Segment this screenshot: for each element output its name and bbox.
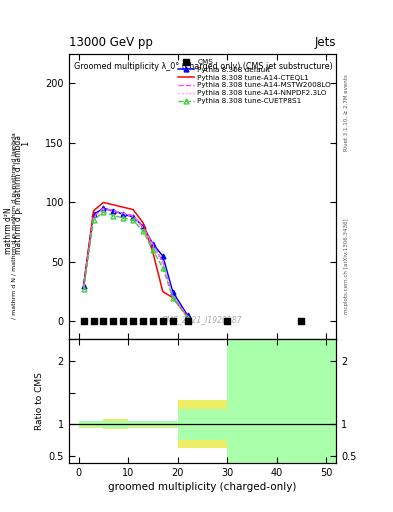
Pythia 8.308 tune-A14-MSTW2008LO (91, 214, 96, 220)
Pythia 8.308 tune-CUETP8S1 (141, 228, 145, 234)
Text: CMS_2021_I1920187: CMS_2021_I1920187 (162, 315, 242, 324)
Pythia 8.308 tune-A14-CTEQL1 (185, 313, 190, 319)
Pythia 8.308 default (170, 289, 175, 295)
Pythia 8.308 default (101, 205, 106, 211)
Pythia 8.308 tune-CUETP8S1 (81, 286, 86, 292)
Y-axis label: Ratio to CMS: Ratio to CMS (35, 372, 44, 430)
Pythia 8.308 tune-CUETP8S1 (185, 315, 190, 321)
Pythia 8.308 tune-A14-CTEQL1 (160, 289, 165, 295)
Pythia 8.308 tune-A14-MSTW2008LO (131, 212, 136, 219)
Pythia 8.308 default (121, 211, 126, 218)
Line: Pythia 8.308 tune-CUETP8S1: Pythia 8.308 tune-CUETP8S1 (81, 209, 190, 321)
Pythia 8.308 default (160, 253, 165, 259)
CMS (184, 317, 191, 326)
Pythia 8.308 tune-A14-MSTW2008LO (141, 224, 145, 230)
Pythia 8.308 tune-A14-NNPDF2.3LO (101, 206, 106, 212)
Pythia 8.308 tune-A14-NNPDF2.3LO (81, 286, 86, 292)
Pythia 8.308 tune-A14-CTEQL1 (141, 220, 145, 226)
Text: 13000 GeV pp: 13000 GeV pp (69, 36, 152, 49)
Pythia 8.308 tune-CUETP8S1 (160, 265, 165, 271)
Pythia 8.308 default (111, 208, 116, 214)
Pythia 8.308 tune-A14-NNPDF2.3LO (131, 214, 136, 220)
X-axis label: groomed multiplicity (charged-only): groomed multiplicity (charged-only) (108, 482, 297, 493)
CMS (81, 317, 87, 326)
CMS (90, 317, 97, 326)
CMS (160, 317, 166, 326)
Pythia 8.308 default (131, 214, 136, 220)
Pythia 8.308 tune-A14-NNPDF2.3LO (170, 293, 175, 300)
Pythia 8.308 tune-CUETP8S1 (101, 209, 106, 215)
Pythia 8.308 tune-A14-CTEQL1 (81, 283, 86, 289)
Pythia 8.308 tune-CUETP8S1 (151, 247, 155, 253)
CMS (224, 317, 230, 326)
Text: / mathrm d N / mathrm d pₜ mathrm d pₜ mathrm d lambda: / mathrm d N / mathrm d pₜ mathrm d pₜ m… (12, 132, 17, 318)
Pythia 8.308 tune-CUETP8S1 (170, 294, 175, 301)
Pythia 8.308 tune-CUETP8S1 (111, 212, 116, 219)
Pythia 8.308 tune-A14-MSTW2008LO (101, 205, 106, 211)
CMS (140, 317, 146, 326)
Text: mathrm d²N
mathrm d pₜ mathrm d lambda: mathrm d²N mathrm d pₜ mathrm d lambda (4, 135, 23, 254)
Pythia 8.308 tune-A14-NNPDF2.3LO (160, 261, 165, 267)
Line: Pythia 8.308 tune-A14-CTEQL1: Pythia 8.308 tune-A14-CTEQL1 (84, 202, 187, 316)
Pythia 8.308 tune-A14-MSTW2008LO (151, 241, 155, 247)
Pythia 8.308 default (141, 223, 145, 229)
Line: Pythia 8.308 default: Pythia 8.308 default (81, 206, 190, 318)
Pythia 8.308 tune-A14-MSTW2008LO (170, 292, 175, 298)
Pythia 8.308 tune-A14-MSTW2008LO (121, 210, 126, 216)
Pythia 8.308 tune-A14-CTEQL1 (111, 202, 116, 208)
Pythia 8.308 tune-A14-CTEQL1 (121, 204, 126, 210)
Pythia 8.308 default (151, 241, 155, 247)
CMS (150, 317, 156, 326)
Text: Groomed multiplicity λ_0° (charged only) (CMS jet substructure): Groomed multiplicity λ_0° (charged only)… (74, 62, 333, 71)
Line: Pythia 8.308 tune-A14-MSTW2008LO: Pythia 8.308 tune-A14-MSTW2008LO (84, 208, 187, 316)
Pythia 8.308 tune-A14-NNPDF2.3LO (185, 315, 190, 321)
Pythia 8.308 tune-CUETP8S1 (121, 215, 126, 221)
CMS (169, 317, 176, 326)
Pythia 8.308 default (185, 312, 190, 318)
Pythia 8.308 tune-CUETP8S1 (131, 217, 136, 223)
CMS (110, 317, 116, 326)
Text: Rivet 3.1.10, ≥ 2.7M events: Rivet 3.1.10, ≥ 2.7M events (344, 74, 349, 151)
Pythia 8.308 tune-A14-MSTW2008LO (111, 208, 116, 214)
Pythia 8.308 tune-A14-NNPDF2.3LO (151, 242, 155, 248)
Pythia 8.308 tune-A14-NNPDF2.3LO (141, 226, 145, 232)
Text: Jets: Jets (314, 36, 336, 49)
Pythia 8.308 tune-A14-CTEQL1 (131, 206, 136, 212)
Text: 1: 1 (21, 141, 30, 146)
CMS (298, 317, 305, 326)
Pythia 8.308 tune-A14-MSTW2008LO (81, 285, 86, 291)
CMS (120, 317, 127, 326)
Pythia 8.308 tune-A14-CTEQL1 (170, 294, 175, 301)
Pythia 8.308 tune-CUETP8S1 (91, 217, 96, 223)
Line: Pythia 8.308 tune-A14-NNPDF2.3LO: Pythia 8.308 tune-A14-NNPDF2.3LO (84, 209, 187, 318)
Pythia 8.308 default (81, 283, 86, 289)
Pythia 8.308 tune-A14-NNPDF2.3LO (111, 209, 116, 215)
CMS (100, 317, 107, 326)
Pythia 8.308 tune-A14-CTEQL1 (151, 249, 155, 255)
Pythia 8.308 default (91, 211, 96, 218)
Legend: CMS, Pythia 8.308 default, Pythia 8.308 tune-A14-CTEQL1, Pythia 8.308 tune-A14-M: CMS, Pythia 8.308 default, Pythia 8.308 … (177, 57, 332, 105)
Pythia 8.308 tune-A14-CTEQL1 (101, 199, 106, 205)
Pythia 8.308 tune-A14-NNPDF2.3LO (91, 215, 96, 221)
CMS (130, 317, 136, 326)
Pythia 8.308 tune-A14-NNPDF2.3LO (121, 211, 126, 218)
Text: mcplots.cern.ch [arXiv:1306.3436]: mcplots.cern.ch [arXiv:1306.3436] (344, 219, 349, 314)
Pythia 8.308 tune-A14-MSTW2008LO (160, 259, 165, 265)
Pythia 8.308 tune-A14-MSTW2008LO (185, 313, 190, 319)
Pythia 8.308 tune-A14-CTEQL1 (91, 208, 96, 214)
